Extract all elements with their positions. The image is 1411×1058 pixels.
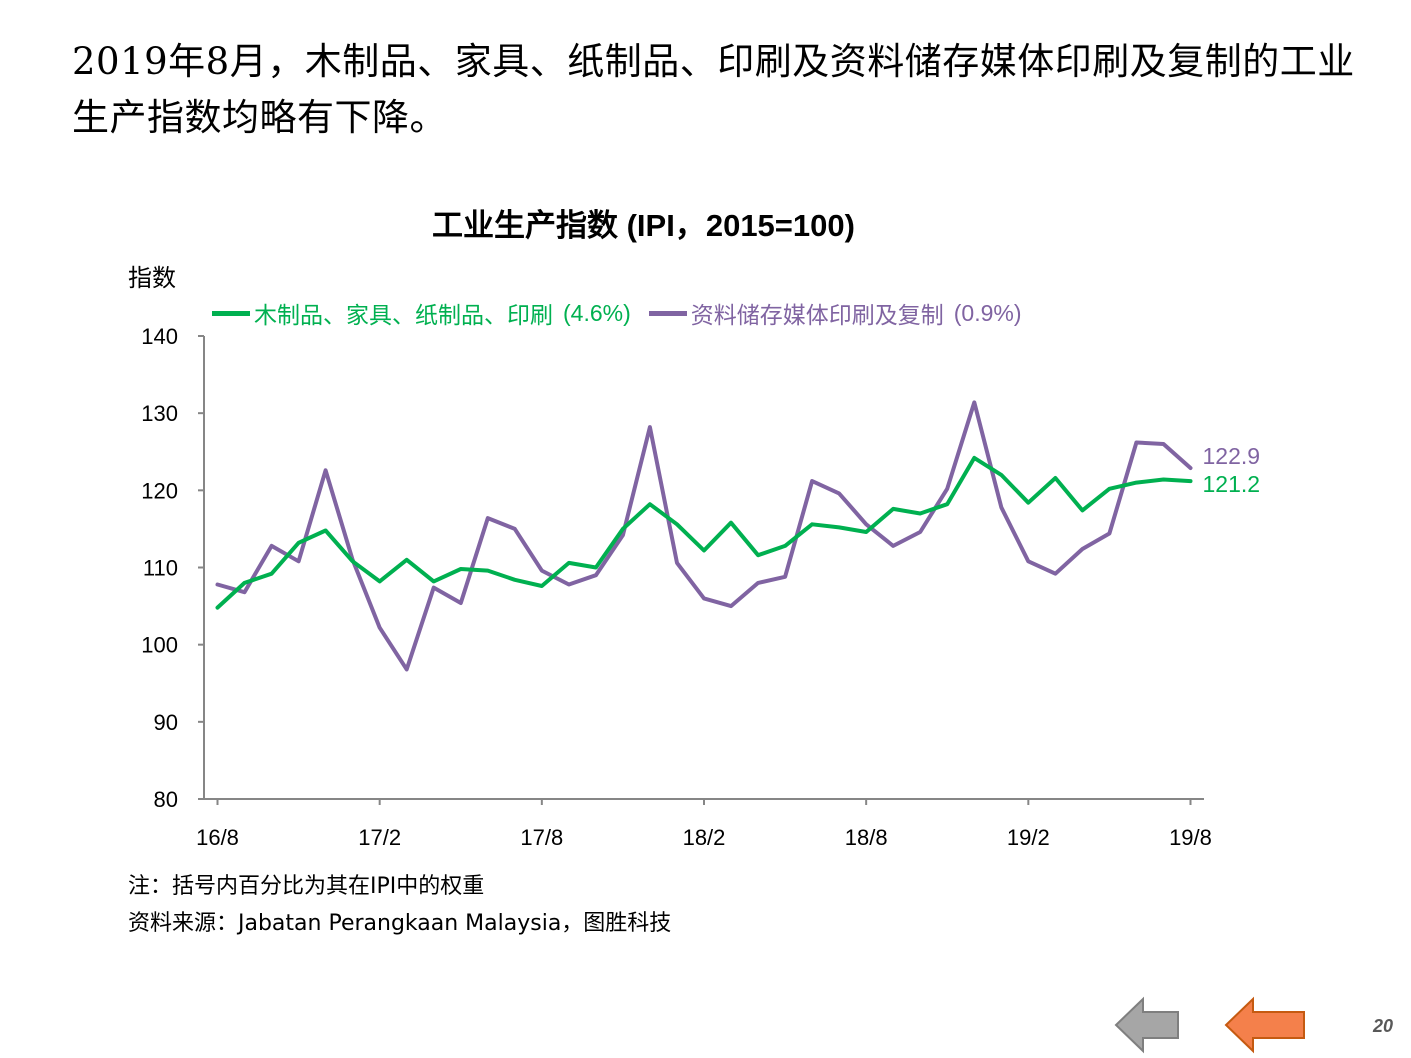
y-tick-label: 90	[154, 710, 178, 735]
x-tick-label: 16/8	[196, 825, 239, 850]
legend-swatch-wood	[212, 310, 250, 316]
y-tick-label: 80	[154, 787, 178, 812]
x-tick-label: 18/8	[845, 825, 888, 850]
chart-source: 资料来源：Jabatan Perangkaan Malaysia，图胜科技	[128, 911, 672, 936]
chart-legend: 木制品、家具、纸制品、印刷 (4.6%) 资料储存媒体印刷及复制 (0.9%)	[212, 296, 1040, 330]
legend-weight-wood: (4.6%)	[563, 299, 631, 326]
left-arrow-gray-icon	[1114, 996, 1179, 1054]
legend-item-media: 资料储存媒体印刷及复制 (0.9%)	[648, 296, 1022, 330]
y-tick-label: 110	[143, 556, 178, 581]
y-axis-label: 指数	[128, 264, 176, 292]
x-tick-label: 17/8	[520, 825, 563, 850]
legend-swatch-media	[648, 310, 687, 316]
legend-label-media: 资料储存媒体印刷及复制	[690, 303, 944, 329]
x-tick-label: 17/2	[358, 825, 401, 850]
left-arrow-orange-icon	[1224, 996, 1305, 1054]
series-line	[215, 400, 1193, 672]
series-line	[215, 455, 1193, 610]
y-tick-label: 100	[141, 633, 178, 658]
legend-label-wood: 木制品、家具、纸制品、印刷	[254, 303, 553, 329]
legend-item-wood: 木制品、家具、纸制品、印刷 (4.6%)	[212, 296, 631, 330]
legend-weight-media: (0.9%)	[953, 299, 1022, 326]
chart-note: 注：括号内百分比为其在IPI中的权重	[128, 874, 485, 899]
chart-title: 工业生产指数 (IPI，2015=100)	[432, 208, 855, 243]
x-tick-label: 18/2	[683, 825, 726, 850]
y-tick-label: 130	[141, 401, 178, 426]
series-end-label: 121.2	[1202, 471, 1260, 497]
series-end-label: 122.9	[1202, 443, 1260, 469]
page-number: 20	[1372, 1016, 1393, 1036]
y-tick-label: 140	[141, 324, 178, 349]
ipi-line-chart: 80 90 100 110 120 130 140 16/8 17/2 17/8 18/2 18/8 1…	[141, 324, 1260, 850]
prev-slide-button[interactable]	[1114, 996, 1180, 1054]
y-tick-label: 120	[141, 478, 178, 503]
x-tick-label: 19/8	[1169, 825, 1212, 850]
next-slide-button[interactable]	[1224, 996, 1306, 1054]
slide-heading: 2019年8月，木制品、家具、纸制品、印刷及资料储存媒体印刷及复制的工业生产指数…	[72, 40, 1355, 139]
x-tick-label: 19/2	[1007, 825, 1050, 850]
